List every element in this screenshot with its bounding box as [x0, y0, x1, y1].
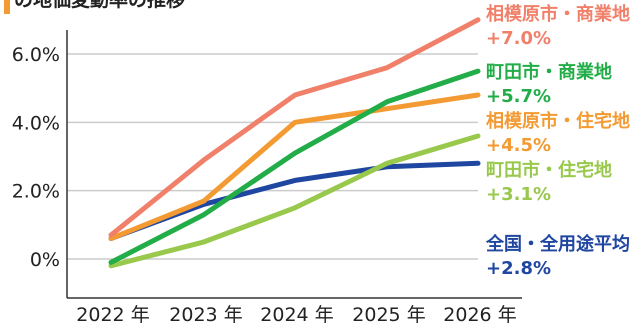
legend-name: 相模原市・住宅地	[486, 110, 630, 132]
legend-name: 全国・全用途平均	[485, 233, 630, 255]
y-axis-ticks: 0% 2.0% 4.0% 6.0%	[12, 44, 60, 271]
x-tick-label: 2025 年	[352, 304, 425, 326]
series-line	[108, 133, 481, 269]
chart-title: の地価変動率の推移	[14, 0, 185, 11]
series-line	[108, 160, 481, 241]
y-tick-label: 2.0%	[12, 181, 60, 203]
legend-name: 町田市・商業地	[486, 61, 612, 83]
legend: 相模原市・商業地 +7.0% 町田市・商業地 +5.7% 相模原市・住宅地 +4.5% 町田…	[485, 3, 630, 279]
legend-value: +3.1%	[486, 184, 551, 205]
x-axis-ticks: 2022 年 2023 年 2024 年 2025 年 2026 年	[76, 304, 516, 326]
series-line	[108, 92, 481, 241]
y-tick-label: 4.0%	[12, 112, 60, 134]
series-line	[108, 68, 481, 265]
x-tick-label: 2024 年	[260, 304, 333, 326]
legend-value: +2.8%	[486, 258, 551, 279]
legend-name: 相模原市・商業地	[486, 3, 630, 25]
y-tick-label: 6.0%	[12, 44, 60, 66]
axes	[66, 30, 522, 299]
x-tick-label: 2026 年	[443, 304, 516, 326]
legend-value: +5.7%	[486, 86, 551, 107]
series-line	[108, 17, 481, 238]
legend-value: +4.5%	[486, 135, 551, 156]
y-tick-label: 0%	[30, 249, 60, 271]
title-marker	[4, 0, 10, 14]
x-tick-label: 2022 年	[76, 304, 149, 326]
x-tick-label: 2023 年	[169, 304, 242, 326]
legend-value: +7.0%	[486, 28, 551, 49]
legend-name: 町田市・住宅地	[486, 159, 612, 181]
series-lines	[108, 17, 481, 269]
